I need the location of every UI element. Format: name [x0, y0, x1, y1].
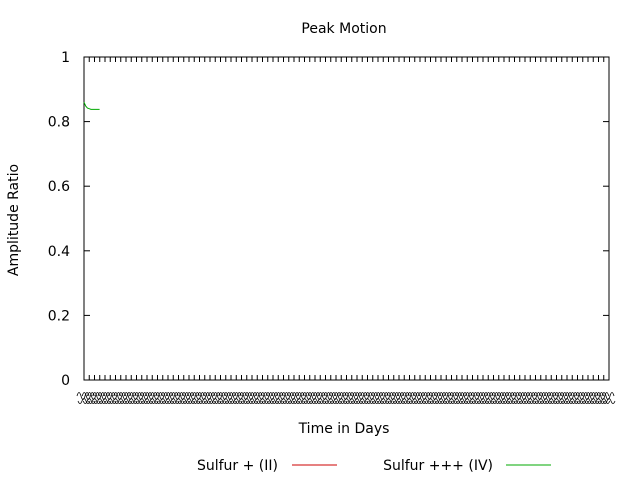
y-tick-label: 1	[61, 50, 70, 66]
y-tick-label: 0.4	[48, 244, 70, 260]
y-tick-label: 0.2	[48, 308, 70, 324]
x-axis-label: Time in Days	[298, 421, 390, 437]
y-axis-ticks: 0 0.2 0.4 0.6 0.8 1	[48, 50, 609, 389]
legend: Sulfur + (II) Sulfur +++ (IV)	[197, 458, 551, 474]
x-axis-ticks	[84, 57, 609, 380]
plot-frame	[84, 57, 609, 380]
legend-label: Sulfur + (II)	[197, 458, 278, 474]
series-line-1	[84, 102, 100, 109]
y-axis-label: Amplitude Ratio	[6, 164, 22, 276]
legend-label: Sulfur +++ (IV)	[383, 458, 493, 474]
y-tick-label: 0.6	[48, 179, 70, 195]
y-tick-label: 0	[61, 373, 70, 389]
chart-title: Peak Motion	[301, 21, 386, 37]
series-layer	[84, 102, 100, 109]
x-axis-tick-labels	[77, 393, 615, 404]
y-tick-label: 0.8	[48, 115, 70, 131]
